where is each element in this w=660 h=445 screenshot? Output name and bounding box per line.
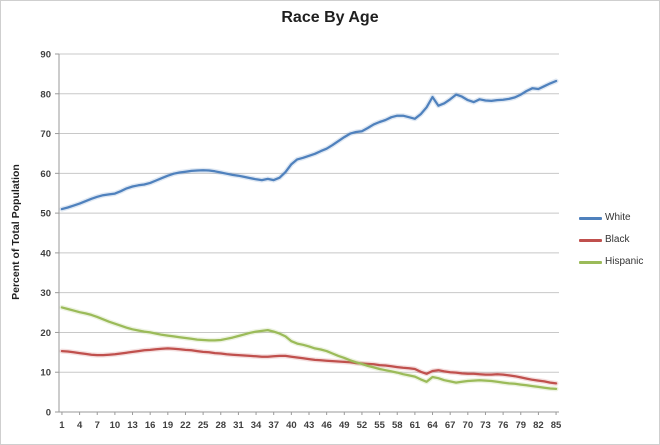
x-tick-label: 70 (463, 420, 474, 431)
x-tick-label: 19 (163, 420, 174, 431)
legend-item-white: White (579, 212, 643, 224)
legend-label-hispanic: Hispanic (605, 256, 644, 267)
hispanic-series-swatch (579, 260, 602, 264)
y-tick-label: 30 (40, 288, 51, 299)
y-tick-label: 50 (40, 209, 51, 220)
y-tick-label: 20 (40, 328, 51, 339)
x-tick-label: 22 (180, 420, 191, 431)
x-tick-label: 16 (145, 420, 156, 431)
x-tick-label: 49 (339, 420, 350, 431)
x-tick-label: 34 (251, 420, 262, 431)
x-tick-label: 4 (77, 420, 83, 431)
x-tick-label: 58 (392, 420, 403, 431)
x-tick-label: 43 (304, 420, 315, 431)
y-tick-label: 10 (40, 368, 51, 379)
x-tick-label: 64 (427, 420, 438, 431)
x-tick-label: 1 (59, 420, 65, 431)
x-tick-label: 79 (515, 420, 526, 431)
x-tick-label: 40 (286, 420, 297, 431)
x-tick-label: 55 (374, 420, 385, 431)
y-tick-label: 60 (40, 169, 51, 180)
y-tick-label: 70 (40, 129, 51, 140)
legend: White Black Hispanic (579, 212, 643, 268)
x-tick-label: 67 (445, 420, 456, 431)
black-series-line (60, 347, 558, 385)
x-tick-label: 10 (110, 420, 121, 431)
y-tick-label: 40 (40, 248, 51, 259)
x-tick-label: 13 (127, 420, 138, 431)
x-tick-label: 61 (410, 420, 421, 431)
legend-item-hispanic: Hispanic (579, 256, 643, 268)
hispanic-series-line (60, 306, 558, 391)
legend-label-black: Black (605, 234, 630, 245)
x-tick-label: 28 (215, 420, 226, 431)
y-tick-label: 80 (40, 89, 51, 100)
x-tick-label: 7 (95, 420, 100, 431)
legend-label-white: White (605, 212, 631, 223)
x-tick-label: 46 (321, 420, 332, 431)
x-tick-label: 25 (198, 420, 209, 431)
x-tick-label: 31 (233, 420, 244, 431)
legend-item-black: Black (579, 234, 643, 246)
x-tick-label: 82 (533, 420, 544, 431)
y-tick-label: 90 (40, 50, 51, 61)
x-tick-label: 85 (551, 420, 562, 431)
white-series-swatch (579, 216, 602, 220)
x-tick-label: 52 (357, 420, 368, 431)
black-series-swatch (579, 238, 602, 242)
x-tick-label: 76 (498, 420, 509, 431)
x-tick-label: 37 (268, 420, 279, 431)
y-tick-label: 0 (46, 408, 51, 419)
white-series-line (60, 79, 558, 211)
x-tick-label: 73 (480, 420, 491, 431)
chart-title: Race By Age (281, 9, 379, 26)
